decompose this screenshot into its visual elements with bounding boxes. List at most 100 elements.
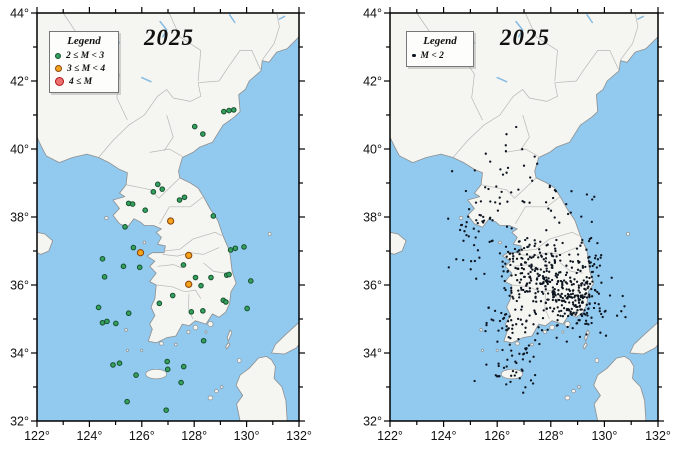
quake-dot-m0 (501, 265, 504, 268)
quake-dot-m0 (566, 297, 569, 300)
quake-dot-m0 (517, 188, 520, 191)
quake-dot-m0 (474, 201, 478, 204)
quake-dot-m0 (524, 386, 527, 389)
quake-dot-m2 (244, 305, 250, 312)
quake-dot-m0 (560, 309, 563, 313)
quake-dot-m0 (581, 264, 584, 268)
quake-dot-m0 (516, 250, 519, 253)
admin-border (203, 262, 226, 274)
quake-dot-m0 (484, 329, 487, 333)
quake-dot-m0 (573, 296, 576, 299)
quake-dot-m0 (590, 316, 593, 319)
quake-dot-m0 (523, 201, 526, 204)
quake-dot-m0 (515, 299, 518, 303)
quake-dot-m0 (517, 338, 520, 341)
quake-dot-m0 (601, 315, 604, 319)
quake-dot-m0 (542, 258, 545, 261)
right-map-title: 2025 (500, 25, 550, 50)
quake-dot-m0 (575, 271, 578, 275)
quake-dot-m0 (544, 201, 548, 204)
quake-dot-m0 (516, 317, 520, 321)
quake-dot-m0 (532, 300, 535, 303)
quake-dot-m0 (562, 306, 566, 310)
y-tick-label: 34° (10, 347, 29, 361)
quake-dot-m0 (569, 280, 573, 284)
quake-dot-m0 (566, 325, 569, 329)
quake-dot-m0 (508, 252, 512, 255)
x-tick-label: 122° (377, 429, 403, 443)
quake-dot-m0 (577, 299, 580, 302)
quake-dot-m0 (528, 290, 531, 293)
quake-dot-m0 (545, 307, 548, 310)
quake-dot-m0 (521, 148, 524, 151)
quake-dot-m2 (200, 308, 206, 314)
quake-dot-m0 (503, 286, 506, 290)
quake-dot-m0 (517, 289, 520, 292)
river (637, 15, 645, 20)
quake-dot-m0 (505, 383, 508, 386)
quake-dot-m0 (536, 162, 539, 165)
river (228, 13, 236, 24)
quake-dot-m2 (200, 337, 207, 344)
quake-dot-m0 (574, 313, 577, 316)
island (192, 324, 199, 331)
river (586, 13, 594, 24)
legend-title: Legend (423, 35, 457, 47)
quake-dot-m0 (553, 291, 556, 294)
admin-border (544, 293, 550, 320)
quake-dot-m0 (535, 300, 538, 303)
quake-dot-m0 (520, 263, 523, 266)
quake-dot-m0 (581, 238, 584, 242)
quake-dot-m0 (577, 301, 581, 304)
quake-dot-m0 (544, 260, 547, 263)
y-tick-label: 32° (10, 415, 29, 429)
quake-dot-m0 (515, 371, 518, 374)
quake-dot-m0 (556, 280, 560, 283)
quake-dot-m0 (577, 286, 581, 289)
quake-dot-m0 (505, 325, 508, 328)
quake-dot-m0 (596, 258, 600, 261)
y-tick-label: 42° (363, 75, 382, 89)
quake-dot-m0 (523, 261, 527, 264)
quake-dot-m0 (580, 284, 583, 287)
legend-title: Legend (67, 35, 101, 47)
quake-dot-m0 (520, 266, 524, 270)
legend-item-label: 2 ≤ M < 3 (66, 50, 105, 61)
quake-dot-m0 (570, 266, 574, 269)
quake-dot-m0 (506, 320, 510, 323)
quake-dot-m0 (529, 279, 533, 282)
quake-dot-m0 (583, 287, 586, 291)
quake-dot-m0 (591, 264, 594, 268)
quake-dot-m0 (583, 309, 586, 312)
quake-dot-m0 (520, 288, 523, 291)
quake-dot-m0 (506, 250, 510, 254)
quake-dot-m0 (520, 308, 523, 311)
quake-dot-m0 (502, 366, 506, 369)
quake-dot-m0 (580, 241, 583, 244)
x-tick-label: 128° (538, 429, 564, 443)
quake-dot-m0 (517, 249, 521, 252)
quake-dot-m0 (553, 188, 557, 192)
quake-dot-m0 (501, 348, 504, 352)
quake-dot-m0 (496, 209, 500, 212)
quake-dot-m0 (594, 289, 597, 292)
island (594, 358, 600, 363)
quake-dot-m0 (504, 245, 508, 248)
quake-dot-m0 (518, 240, 521, 243)
quake-dot-m0 (498, 319, 502, 323)
quake-dot-m0 (514, 308, 517, 311)
quake-dot-m0 (504, 144, 507, 147)
quake-dot-m0 (579, 294, 583, 297)
quake-dot-m0 (598, 264, 602, 267)
quake-dot-m0 (565, 340, 568, 343)
quake-dot-m0 (576, 305, 579, 309)
admin-border (168, 13, 202, 82)
quake-dot-m0 (575, 311, 578, 314)
quake-dot-m2 (130, 244, 137, 251)
admin-border (519, 231, 580, 252)
quake-dot-m0 (510, 191, 513, 194)
quake-dot-m0 (590, 321, 593, 325)
quake-dot-m0 (529, 176, 532, 179)
y-tick-label: 32° (363, 415, 382, 429)
landmass (225, 342, 231, 350)
